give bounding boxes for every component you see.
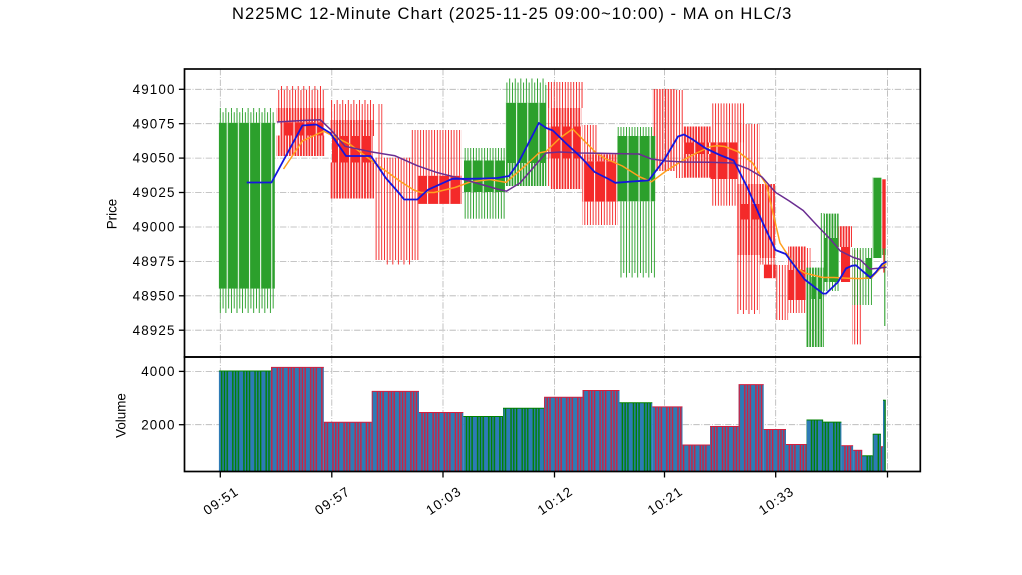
svg-text:48975: 48975	[133, 254, 176, 269]
svg-text:49050: 49050	[133, 151, 176, 166]
svg-text:Price: Price	[104, 199, 119, 230]
svg-text:2000: 2000	[141, 417, 175, 432]
svg-text:49075: 49075	[133, 116, 176, 131]
svg-text:49025: 49025	[133, 185, 176, 200]
svg-text:N225MC 12-Minute Chart (2025-1: N225MC 12-Minute Chart (2025-11-25 09:00…	[232, 5, 792, 23]
svg-text:4000: 4000	[141, 364, 175, 379]
svg-text:49000: 49000	[133, 220, 176, 235]
svg-text:49100: 49100	[133, 82, 176, 97]
svg-text:Volume: Volume	[113, 393, 128, 438]
svg-text:48925: 48925	[133, 323, 176, 338]
svg-text:48950: 48950	[133, 288, 176, 303]
